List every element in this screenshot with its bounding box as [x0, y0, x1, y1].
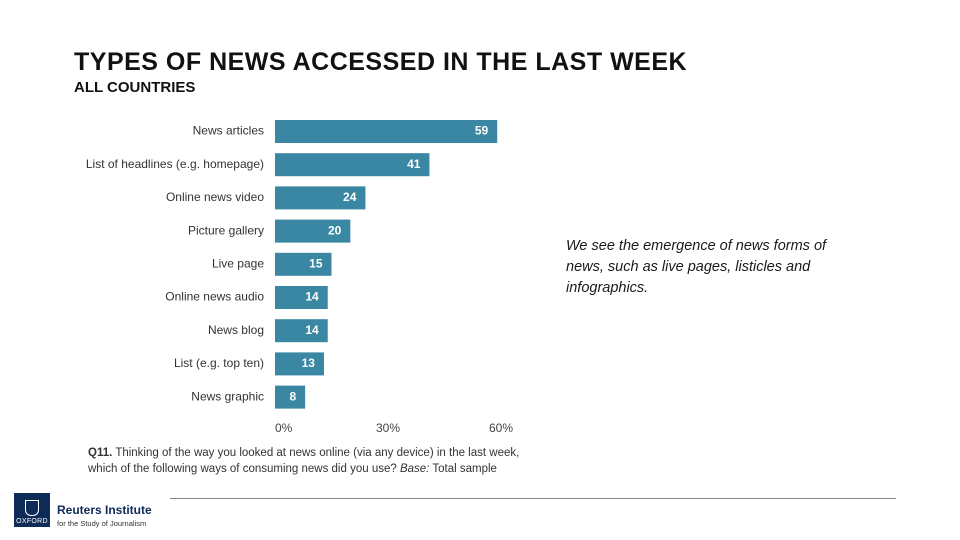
question-number: Q11.	[88, 447, 113, 459]
crest-icon	[25, 500, 39, 516]
bar	[275, 252, 332, 276]
data-label: 13	[302, 356, 316, 370]
category-label: News articles	[193, 124, 264, 138]
oxford-logo: OXFORD	[14, 493, 50, 527]
bar	[275, 319, 328, 343]
bar	[275, 120, 498, 143]
x-tick-label: 60%	[489, 421, 513, 435]
survey-question: Q11. Thinking of the way you looked at n…	[88, 445, 528, 477]
logo-text: OXFORD	[16, 518, 48, 525]
x-tick-label: 30%	[376, 421, 400, 435]
data-label: 8	[289, 389, 296, 403]
category-label: News graphic	[191, 389, 264, 403]
data-label: 14	[305, 290, 319, 304]
bar	[275, 286, 328, 309]
category-label: List (e.g. top ten)	[174, 356, 264, 370]
commentary-text: We see the emergence of news forms of ne…	[566, 238, 827, 296]
x-tick-label: 0%	[275, 421, 293, 435]
page-subtitle: ALL COUNTRIES	[74, 79, 196, 96]
bar	[275, 219, 351, 243]
org-name: Reuters Institute	[57, 503, 152, 517]
category-label: Online news video	[166, 190, 264, 204]
category-label: List of headlines (e.g. homepage)	[86, 157, 264, 171]
data-label: 20	[328, 223, 342, 237]
question-base-label: Base:	[399, 463, 430, 475]
question-text: Thinking of the way you looked at news o…	[88, 447, 520, 475]
category-label: Online news audio	[165, 290, 264, 304]
data-label: 14	[305, 323, 319, 337]
bar	[275, 186, 366, 210]
category-label: News blog	[208, 323, 264, 337]
page-title: TYPES OF NEWS ACCESSED IN THE LAST WEEK	[74, 48, 688, 76]
data-label: 59	[475, 124, 489, 138]
data-label: 24	[343, 190, 357, 204]
bar	[275, 153, 430, 177]
category-label: Picture gallery	[188, 223, 264, 237]
question-base-text: Total sample	[432, 463, 497, 475]
data-label: 15	[309, 256, 323, 270]
category-label: Live page	[212, 256, 264, 270]
data-label: 41	[407, 157, 421, 171]
org-tagline: for the Study of Journalism	[57, 519, 147, 528]
bar	[275, 352, 324, 376]
bar	[275, 385, 306, 409]
footer-divider	[170, 498, 896, 499]
